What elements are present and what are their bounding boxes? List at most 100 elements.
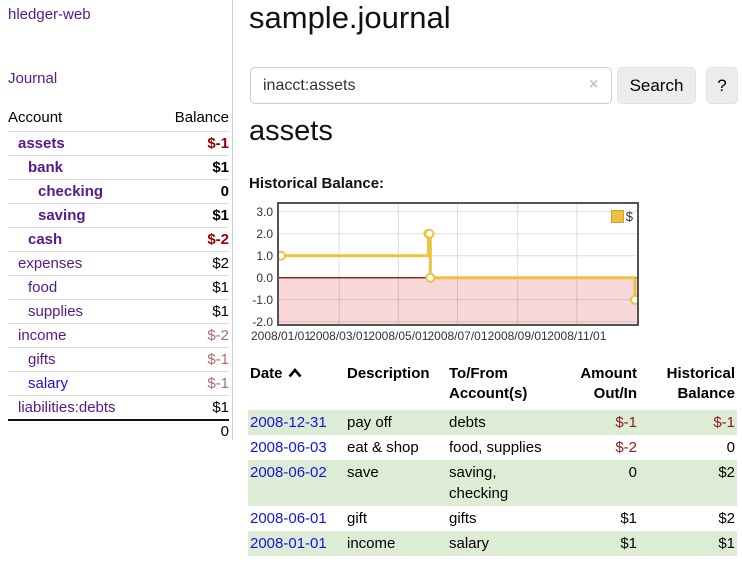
cell-date: 2008-06-03 [248, 435, 345, 460]
cell-description: pay off [345, 410, 447, 435]
transaction-date-link[interactable]: 2008-01-01 [250, 535, 327, 552]
sidebar-account-row: salary $-1 [8, 371, 229, 395]
legend-label: $ [625, 209, 633, 224]
register-header: Date Description To/From Account(s) Amou… [248, 362, 737, 410]
y-axis-tick-label: 0.0 [256, 270, 273, 285]
cell-balance: 0 [726, 439, 735, 456]
x-axis-tick-label: 2008/05/01 [368, 329, 429, 343]
column-header-amount[interactable]: Amount Out/In [580, 365, 637, 402]
transaction-date-link[interactable]: 2008-12-31 [250, 414, 327, 431]
transaction-date-link[interactable]: 2008-06-02 [250, 464, 327, 481]
sidebar-account-link-income[interactable]: income [18, 327, 67, 344]
search-button[interactable]: Search [617, 67, 696, 104]
clear-search-icon[interactable]: × [589, 76, 599, 93]
cell-amount: 0 [559, 460, 639, 506]
legend-swatch-icon [610, 210, 624, 223]
sidebar-account-balance: $-1 [207, 135, 229, 152]
help-button[interactable]: ? [706, 67, 738, 104]
register-row: 2008-06-03 eat & shop food, supplies $-2 0 [248, 435, 737, 460]
x-axis-tick-label: 2008/01/01 [250, 329, 312, 343]
cell-accounts: debts [447, 410, 559, 435]
cell-accounts: salary [447, 531, 559, 556]
sidebar-account-row: liabilities:debts $1 [8, 395, 229, 419]
y-axis-tick-label: 1.0 [256, 248, 273, 263]
sidebar-account-link-cash[interactable]: cash [28, 231, 63, 248]
register-body: 2008-12-31 pay off debts $-1 $-1 2008-06-03 ea… [248, 410, 737, 556]
cell-accounts: food, supplies [449, 439, 542, 456]
x-axis-tick-label: 2008/07/01 [427, 329, 488, 343]
y-axis-tick-label: -2.0 [252, 314, 273, 329]
sidebar-account-balance: 0 [220, 183, 229, 200]
cell-balance: $-1 [639, 410, 737, 435]
sidebar-account-row: gifts $-1 [8, 347, 229, 371]
sidebar-account-balance: $1 [212, 207, 229, 224]
column-header-description[interactable]: Description [347, 365, 430, 382]
sidebar-account-link-checking[interactable]: checking [38, 183, 104, 200]
sidebar-account-link-food[interactable]: food [28, 279, 58, 296]
cell-date: 2008-06-02 [248, 460, 345, 506]
column-header-balance[interactable]: Historical Balance [666, 365, 735, 402]
transaction-date-link[interactable]: 2008-06-03 [250, 439, 327, 456]
x-axis-tick-label: 2008/11/01 [547, 329, 607, 343]
register-row: 2008-06-01 gift gifts $1 $2 [248, 506, 737, 531]
column-header-date[interactable]: Date [248, 362, 345, 410]
sidebar-account-balance: $-2 [207, 231, 229, 248]
account-title: assets [249, 115, 333, 147]
accounts-table: Account Balance assets $-1 bank $1 checking 0… [8, 104, 229, 442]
cell-description: income [345, 531, 447, 556]
accounts-total-value: 0 [220, 423, 229, 440]
search-input[interactable] [250, 67, 612, 104]
accounts-total-row: 0 [8, 419, 229, 442]
cell-description: save [345, 460, 447, 506]
sidebar-account-row: supplies $1 [8, 299, 229, 323]
transaction-date-link[interactable]: 2008-06-01 [250, 510, 327, 527]
y-axis-tick-label: 2.0 [256, 226, 273, 241]
page-title: sample.journal [249, 0, 451, 35]
cell-balance: $1 [639, 531, 737, 556]
y-axis-tick-label: -1.0 [252, 292, 273, 307]
column-header-accounts[interactable]: To/From Account(s) [449, 365, 528, 402]
sidebar-account-row: assets $-1 [8, 131, 229, 155]
sidebar-account-row: income $-2 [8, 323, 229, 347]
sidebar: hledger-web Journal Account Balance asse… [0, 0, 233, 440]
sidebar-account-row: saving $1 [8, 203, 229, 227]
cell-date: 2008-06-01 [248, 506, 345, 531]
sidebar-account-row: food $1 [8, 275, 229, 299]
chart-canvas [276, 204, 640, 324]
sidebar-account-link-expenses[interactable]: expenses [18, 255, 83, 272]
register-row: 2008-01-01 income salary $1 $1 [248, 531, 737, 556]
sidebar-accounts-body: assets $-1 bank $1 checking 0 saving $1 cash $-2 e… [8, 131, 229, 419]
register-row: 2008-12-31 pay off debts $-1 $-1 [248, 410, 737, 435]
cell-description: eat & shop [347, 439, 419, 456]
cell-balance: $2 [639, 460, 737, 506]
cell-amount: $1 [620, 510, 637, 527]
sidebar-account-link-bank[interactable]: bank [28, 159, 64, 176]
sidebar-account-balance: $1 [212, 399, 229, 416]
sidebar-account-link-liabilities-debts[interactable]: liabilities:debts [18, 399, 116, 416]
register-table: Date Description To/From Account(s) Amou… [248, 362, 737, 556]
sidebar-account-row: expenses $2 [8, 251, 229, 275]
sidebar-account-balance: $1 [212, 303, 229, 320]
register-row: 2008-06-02 save saving, checking 0 $2 [248, 460, 737, 506]
chart-plot-area: $ [276, 202, 640, 326]
balance-column-header: Balance [174, 109, 229, 126]
sidebar-item-journal[interactable]: Journal [8, 70, 58, 87]
sidebar-account-link-salary[interactable]: salary [28, 375, 69, 392]
sidebar-account-link-supplies[interactable]: supplies [28, 303, 84, 320]
sidebar-account-link-gifts[interactable]: gifts [28, 351, 56, 368]
x-axis-tick-label: 2008/09/01 [487, 329, 548, 343]
sidebar-account-balance: $-1 [207, 351, 229, 368]
sidebar-account-link-assets[interactable]: assets [18, 135, 65, 152]
x-axis-tick-label: 2008/03/01 [309, 329, 370, 343]
cell-description: gift [347, 510, 368, 527]
sidebar-account-row: checking 0 [8, 179, 229, 203]
sort-ascending-icon [288, 364, 302, 384]
sidebar-account-balance: $-2 [207, 327, 229, 344]
cell-accounts: gifts [449, 510, 477, 527]
cell-date: 2008-12-31 [248, 410, 345, 435]
cell-balance: $2 [718, 510, 735, 527]
brand-link[interactable]: hledger-web [8, 6, 91, 23]
sidebar-account-row: bank $1 [8, 155, 229, 179]
sidebar-account-link-saving[interactable]: saving [38, 207, 86, 224]
